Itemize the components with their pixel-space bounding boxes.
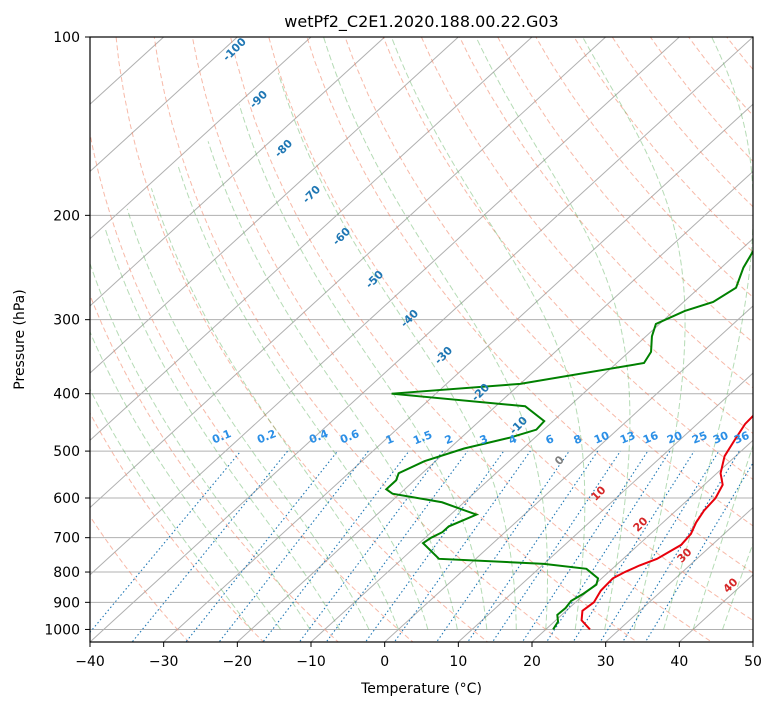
y-tick-label: 100 <box>53 30 80 46</box>
x-tick-label: −10 <box>296 654 326 670</box>
mixing-ratio-label: 25 <box>690 429 709 447</box>
mixing-ratio-label: 8 <box>572 432 584 447</box>
isotherm-line <box>90 37 239 173</box>
mixing-ratio-label: 1 <box>384 432 396 447</box>
y-tick-label: 1000 <box>44 622 80 638</box>
isotherm-line <box>236 170 753 642</box>
mixing-ratio-label: 20 <box>665 429 684 447</box>
series-lines <box>384 249 753 631</box>
dry-adiabat-line <box>90 515 190 642</box>
mixing-ratio-line <box>364 450 505 642</box>
mixing-ratio-line <box>521 450 649 642</box>
moist-adiabat-line <box>475 37 631 630</box>
moist-adiabat-line <box>126 208 370 630</box>
moist-adiabat-line <box>90 262 311 630</box>
mixing-ratio-label: 30 <box>711 429 730 447</box>
axis-ticks: −40 −30 −20 −10 0 10 20 30 40 50 1000 900 800 700 600 5… <box>44 30 762 670</box>
y-tick-label: 400 <box>53 387 80 403</box>
mixing-ratio-line <box>218 450 369 642</box>
x-tick-label: 20 <box>523 654 541 670</box>
moist-adiabat-line <box>150 188 399 630</box>
isotherm-line <box>90 37 386 307</box>
moist-adiabat-line <box>177 165 429 630</box>
chart-title: wetPf2_C2E1.2020.188.00.22.G03 <box>284 12 558 32</box>
plot-frame <box>89 36 754 643</box>
isotherm-line <box>90 37 460 374</box>
dry-adiabat-line <box>268 37 753 622</box>
y-tick-label: 300 <box>53 313 80 329</box>
mixing-ratio-label: 16 <box>641 429 660 447</box>
mixing-ratio-line <box>435 450 570 642</box>
dry-adiabat-line <box>754 24 775 654</box>
temperature-trace <box>580 414 753 631</box>
x-tick-label: 50 <box>744 654 762 670</box>
isotherm-line <box>310 237 753 642</box>
dry-adiabat-line <box>90 412 265 642</box>
dry-adiabat-line <box>90 131 414 642</box>
isotherm-line <box>457 372 753 642</box>
mixing-ratio-line <box>491 450 621 642</box>
mixing-ratio-line <box>644 461 753 642</box>
isotherm-line <box>90 37 681 576</box>
dry-adiabat-line <box>497 37 753 344</box>
isotherm-line <box>383 305 753 642</box>
isotherm-line <box>90 37 607 509</box>
moist-adiabat-line <box>390 37 586 630</box>
dry-adiabat-line <box>230 37 713 642</box>
moist-adiabat-line <box>90 388 252 630</box>
y-tick-label: 700 <box>53 531 80 547</box>
isotherm-line <box>531 439 753 642</box>
isotherm-line <box>90 37 753 642</box>
isotherm-line <box>162 103 753 642</box>
mixing-ratio-label: 10 <box>592 429 611 447</box>
dry-adiabat-line <box>420 37 753 435</box>
moist-adiabat-line <box>207 141 458 630</box>
isotherm-line <box>90 37 312 240</box>
background-lines <box>90 24 775 654</box>
moist-adiabat-line <box>238 104 488 630</box>
mixing-ratio-label: 3 <box>478 432 490 447</box>
dry-adiabat-line <box>115 37 489 642</box>
dry-adiabat-line <box>344 37 753 527</box>
mixing-ratio-label: 13 <box>618 429 637 447</box>
mixing-ratio-label: 36 <box>732 429 751 447</box>
dry-adiabat-line <box>382 37 753 481</box>
mixing-ratio-line <box>467 450 599 642</box>
x-tick-label: −30 <box>149 654 179 670</box>
dry-adiabat-line <box>459 37 753 389</box>
moist-adiabat-line <box>104 227 340 630</box>
isotherm-line <box>90 37 533 442</box>
mixing-ratio-line <box>545 450 671 642</box>
isotherm-line <box>604 506 753 642</box>
dewpoint-trace <box>384 249 753 630</box>
x-tick-label: −40 <box>75 654 105 670</box>
moist-adiabat-line <box>582 37 686 630</box>
x-tick-label: −20 <box>223 654 253 670</box>
moist-adiabat-line <box>90 330 281 630</box>
mixing-ratio-label: 2 <box>443 432 455 447</box>
y-tick-label: 800 <box>53 565 80 581</box>
dry-adiabat-line <box>191 37 638 642</box>
x-tick-label: 30 <box>597 654 615 670</box>
moist-adiabat-line <box>323 37 549 630</box>
mixing-ratio-line <box>262 450 410 642</box>
y-tick-label: 500 <box>53 444 80 460</box>
x-axis-label: Temperature (°C) <box>360 681 482 697</box>
y-tick-label: 200 <box>53 208 80 224</box>
y-tick-label: 900 <box>53 595 80 611</box>
y-tick-label: 600 <box>53 491 80 507</box>
x-tick-label: 40 <box>670 654 688 670</box>
moist-adiabat-line <box>277 72 517 630</box>
x-tick-label: 0 <box>380 654 389 670</box>
mixing-ratio-line <box>572 450 695 642</box>
mixing-ratio-line <box>393 450 531 642</box>
y-axis-label: Pressure (hPa) <box>12 289 28 389</box>
x-tick-label: 10 <box>449 654 467 670</box>
dry-adiabat-line <box>306 37 753 574</box>
dry-adiabat-line <box>153 37 564 642</box>
